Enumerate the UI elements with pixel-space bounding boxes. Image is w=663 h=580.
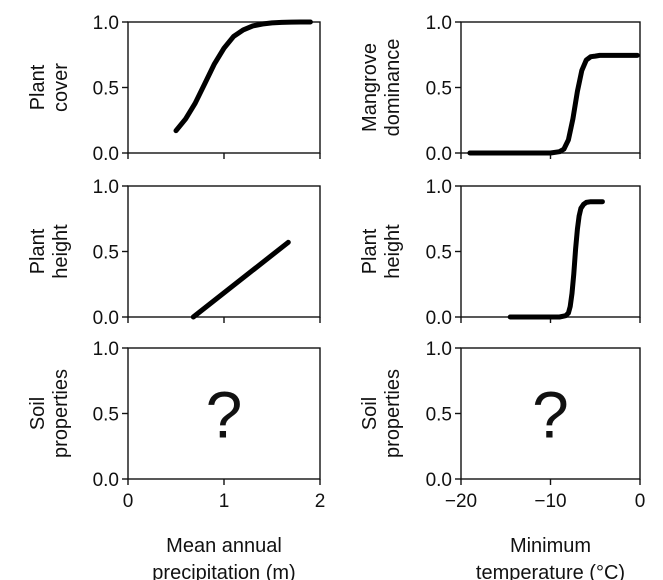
y-tick-label: 0.5 xyxy=(426,405,452,426)
y-tick-label: 0.5 xyxy=(426,243,452,264)
y-tick-label: 0.5 xyxy=(426,79,452,100)
y-tick-label: 1.0 xyxy=(93,13,119,34)
x-tick-label: 0 xyxy=(123,491,134,512)
y-tick-label: 0.0 xyxy=(426,308,452,329)
x-axis-label: temperature (°C) xyxy=(476,562,625,580)
y-tick-label: 0.0 xyxy=(93,308,119,329)
y-tick-label: 1.0 xyxy=(426,177,452,198)
panel-6: 0.0 0.5 1.0 −20 −10 0 Soilproperties Minimum tem… xyxy=(359,339,645,580)
unknown-annotation: ? xyxy=(206,378,243,452)
y-tick-label: 0.0 xyxy=(426,470,452,491)
panel-1: 0.0 0.5 1.0 Plantcover xyxy=(27,13,321,165)
x-tick-label: −10 xyxy=(534,491,566,512)
x-axis-label: Minimum xyxy=(510,535,591,557)
unknown-annotation: ? xyxy=(532,378,569,452)
y-axis-label: Plantheight xyxy=(27,224,72,279)
panel-5: 0.0 0.5 1.0 0 1 2 Soilproperties Mean annual pre… xyxy=(27,339,325,580)
series-line xyxy=(467,52,640,156)
panel-2: 0.0 0.5 1.0 Mangrovedominance xyxy=(359,13,641,165)
axes-frame xyxy=(127,21,321,154)
y-tick-label: 0.0 xyxy=(93,470,119,491)
y-tick-label: 1.0 xyxy=(93,177,119,198)
y-tick-label: 0.0 xyxy=(93,144,119,165)
y-tick-label: 1.0 xyxy=(93,339,119,360)
y-axis-label: Plantcover xyxy=(27,63,72,112)
y-tick-label: 0.5 xyxy=(93,243,119,264)
panel-4: 0.0 0.5 1.0 Plantheight xyxy=(359,177,641,329)
x-tick-label: −20 xyxy=(445,491,477,512)
x-axis-label: Mean annual xyxy=(166,535,282,557)
y-tick-label: 1.0 xyxy=(426,339,452,360)
axes-frame xyxy=(460,185,641,318)
axes-frame xyxy=(127,185,321,318)
axes-frame xyxy=(460,21,641,154)
y-tick-label: 1.0 xyxy=(426,13,452,34)
y-tick-label: 0.5 xyxy=(93,405,119,426)
x-tick-label: 0 xyxy=(635,491,646,512)
y-axis-label: Soilproperties xyxy=(27,369,72,458)
series-line xyxy=(190,239,291,320)
y-tick-label: 0.0 xyxy=(426,144,452,165)
x-axis-label: precipitation (m) xyxy=(152,562,295,580)
y-axis-label: Plantheight xyxy=(359,224,404,279)
y-tick-label: 0.5 xyxy=(93,79,119,100)
x-tick-label: 1 xyxy=(219,491,230,512)
series-line xyxy=(507,199,605,320)
series-line xyxy=(173,19,313,134)
y-axis-label: Soilproperties xyxy=(359,369,404,458)
x-tick-label: 2 xyxy=(315,491,326,512)
panel-3: 0.0 0.5 1.0 Plantheight xyxy=(27,177,321,329)
y-axis-label: Mangrovedominance xyxy=(359,39,404,137)
